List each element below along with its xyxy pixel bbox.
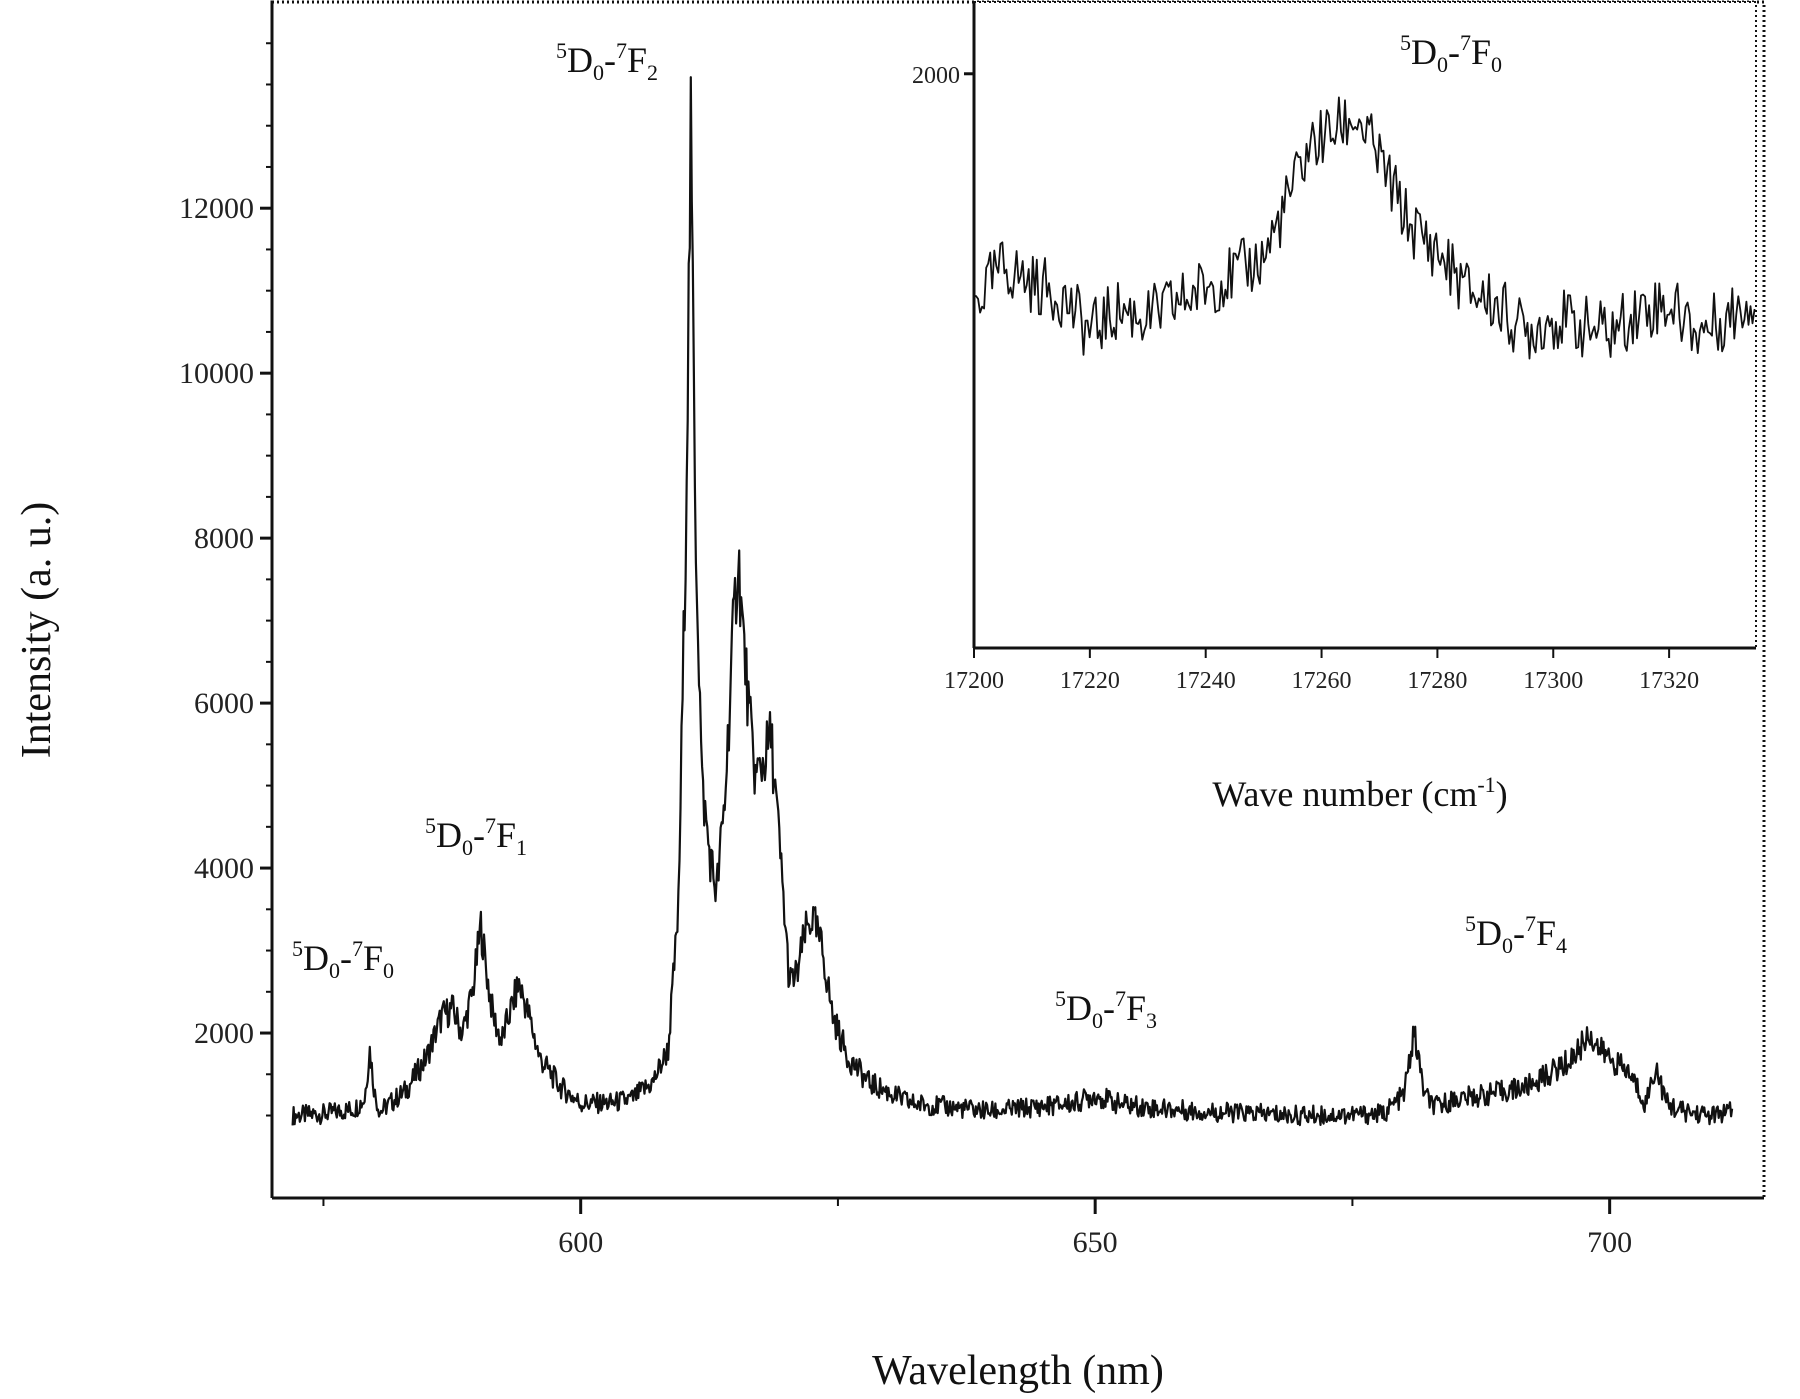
transition-label-dash: - [1513,913,1525,953]
transition-label-msub: 0 [1092,1008,1103,1033]
y-tick-label: 8000 [194,522,254,555]
inset-plot: 2000 17200 17220 17240 17260 17280 17300 17320 W… [912,1,1757,814]
transition-label-dash: - [340,938,352,978]
inset-x-tick-label: 17240 [1176,668,1236,694]
transition-label-target: F [363,938,383,978]
inset-x-axis-title-sup: -1 [1477,772,1495,797]
transition-label-tsub: 3 [1146,1008,1157,1033]
transition-label-msub: 0 [462,835,473,860]
transition-label-main: D [1411,32,1437,72]
transition-label-tsub: 4 [1556,933,1567,958]
y-tick-label: 6000 [194,687,254,720]
transition-label-main: D [303,938,329,978]
inset-x-tick-label: 17320 [1639,668,1699,694]
transition-label: 5D0-7F1 [425,813,527,860]
transition-label-msub: 0 [593,60,604,85]
transition-label-main: D [1476,913,1502,953]
inset-x-tick-label: 17300 [1523,668,1583,694]
transition-label-tsup: 7 [1115,986,1126,1011]
y-tick-label: 4000 [194,852,254,885]
y-axis-title: Intensity (a. u.) [14,502,60,759]
inset-x-tick-label: 17200 [944,668,1004,694]
y-tick-label: 10000 [179,357,254,390]
x-tick-label: 700 [1587,1226,1632,1259]
transition-label: 5D0-7F4 [1465,911,1567,958]
transition-label-msub: 0 [1437,52,1448,77]
transition-label-tsub: 2 [647,60,658,85]
transition-label-tsup: 7 [1460,30,1471,55]
transition-label-dash: - [1448,32,1460,72]
inset-x-axis-title: Wave number (cm-1) [1212,772,1507,814]
y-tick-label: 12000 [179,192,254,225]
transition-label-prefix: 5 [1055,986,1066,1011]
transition-label-target: F [496,815,516,855]
transition-label-tsub: 0 [383,958,394,983]
transition-label-tsup: 7 [616,38,627,63]
transition-label-target: F [1126,988,1146,1028]
y-tick-label: 2000 [194,1017,254,1050]
transition-label-msub: 0 [329,958,340,983]
transition-label-msub: 0 [1502,933,1513,958]
inset-spectrum-line [973,96,1756,360]
transition-label-dash: - [604,40,616,80]
x-tick-label: 650 [1073,1226,1118,1259]
inset-x-tick-label: 17260 [1292,668,1352,694]
transition-label-main: D [436,815,462,855]
transition-label: 5D0-7F2 [556,38,658,85]
transition-label-target: F [1536,913,1556,953]
inset-x-axis-title-close: ) [1496,774,1508,814]
inset-x-tick-label: 17280 [1407,668,1467,694]
x-axis-title: Wavelength (nm) [872,1348,1164,1394]
transition-label-prefix: 5 [292,936,303,961]
transition-label-tsub: 0 [1491,52,1502,77]
inset-x-tick-label: 17220 [1060,668,1120,694]
transition-label-tsup: 7 [485,813,496,838]
transition-label-target: F [1471,32,1491,72]
transition-label-dash: - [473,815,485,855]
transition-label: 5D0-7F0 [1400,30,1502,77]
transition-label-prefix: 5 [556,38,567,63]
transition-label-dash: - [1103,988,1115,1028]
transition-label-prefix: 5 [425,813,436,838]
transition-label-prefix: 5 [1400,30,1411,55]
transition-label: 5D0-7F3 [1055,986,1157,1033]
transition-label-tsub: 1 [516,835,527,860]
transition-label-target: F [627,40,647,80]
transition-label-main: D [1066,988,1092,1028]
transition-label-tsup: 7 [352,936,363,961]
inset-y-tick-label: 2000 [912,63,960,89]
transition-label-main: D [567,40,593,80]
transition-label-prefix: 5 [1465,911,1476,936]
spectrum-line [291,76,1734,1127]
transition-label-tsup: 7 [1525,911,1536,936]
inset-x-axis-title-text: Wave number (cm [1212,774,1477,814]
x-tick-label: 600 [558,1226,603,1259]
transition-label: 5D0-7F0 [292,936,394,983]
